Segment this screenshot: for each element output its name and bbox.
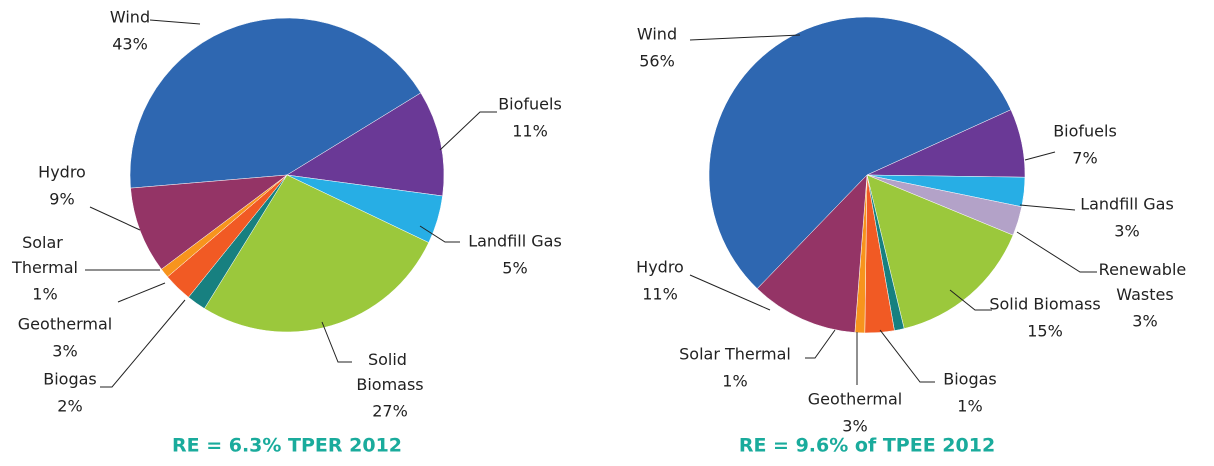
leader-line [1019,204,1076,211]
slice-value: 7% [1072,149,1097,168]
slice-value: 3% [1132,312,1157,331]
slice-label: Biofuels [1053,122,1117,141]
slice-label: Geothermal [18,315,112,334]
chart-title: RE = 6.3% TPER 2012 [172,435,402,457]
leader-line [117,282,166,303]
chart-title: RE = 9.6% of TPEE 2012 [739,435,995,457]
leader-line [149,19,201,25]
slice-value: 43% [112,35,148,54]
slice-label: Solid Biomass [989,295,1100,314]
slice-value: 15% [1027,322,1063,341]
leader-line [1024,151,1056,161]
pie-slice [129,17,422,189]
slice-value: 1% [722,372,747,391]
slice-value: 27% [372,402,408,421]
slice-value: 9% [49,190,74,209]
slice-value: 1% [957,397,982,416]
leader-line [321,321,352,363]
slice-value: 1% [32,285,57,304]
leader-line [805,329,836,359]
leader-line [100,299,186,388]
leader-line [689,274,771,311]
pie-slice [756,174,868,333]
slice-label: Biogas [43,370,97,389]
slice-label: Wind [637,25,677,44]
slice-label: Landfill Gas [468,232,562,251]
slice-value: 3% [52,342,77,361]
leader-line [439,111,497,151]
slice-label: Solar Thermal [679,345,791,364]
slice-value: 5% [502,259,527,278]
label-line: Biomass [356,375,423,394]
slice-label: Renewable Wastes [1099,260,1192,304]
pie-slice [130,174,288,270]
label-line: Wastes [1116,285,1173,304]
slice-label: Wind [110,8,150,27]
slice-value: 56% [639,52,675,71]
label-line: Thermal [11,258,78,277]
leader-line [1016,231,1097,273]
label-line: Solar [22,233,68,252]
leader-line [879,329,935,383]
label-line: Solid [368,350,412,369]
pie-slice [204,174,430,333]
pie-slice [286,92,445,197]
slice-value: 3% [1114,222,1139,241]
slice-label: Hydro [636,258,684,277]
slice-label: Hydro [38,163,86,182]
leader-line [689,34,801,41]
slice-label: Solid Biomass [356,350,423,394]
slice-value: 11% [512,122,548,141]
pie-slice [708,16,1012,290]
slice-label: Landfill Gas [1080,195,1174,214]
slice-value: 11% [642,285,678,304]
slice-value: 2% [57,397,82,416]
slice-label: Biofuels [498,95,562,114]
leader-line [949,289,992,311]
slice-label: Biogas [943,370,997,389]
slice-label: Solar Thermal [11,233,78,277]
leader-line [89,206,141,231]
leader-line [419,225,460,243]
pie-slice [866,174,1014,329]
slice-label: Geothermal [808,390,902,409]
label-line: Renewable [1099,260,1192,279]
slice-value: 3% [842,417,867,436]
